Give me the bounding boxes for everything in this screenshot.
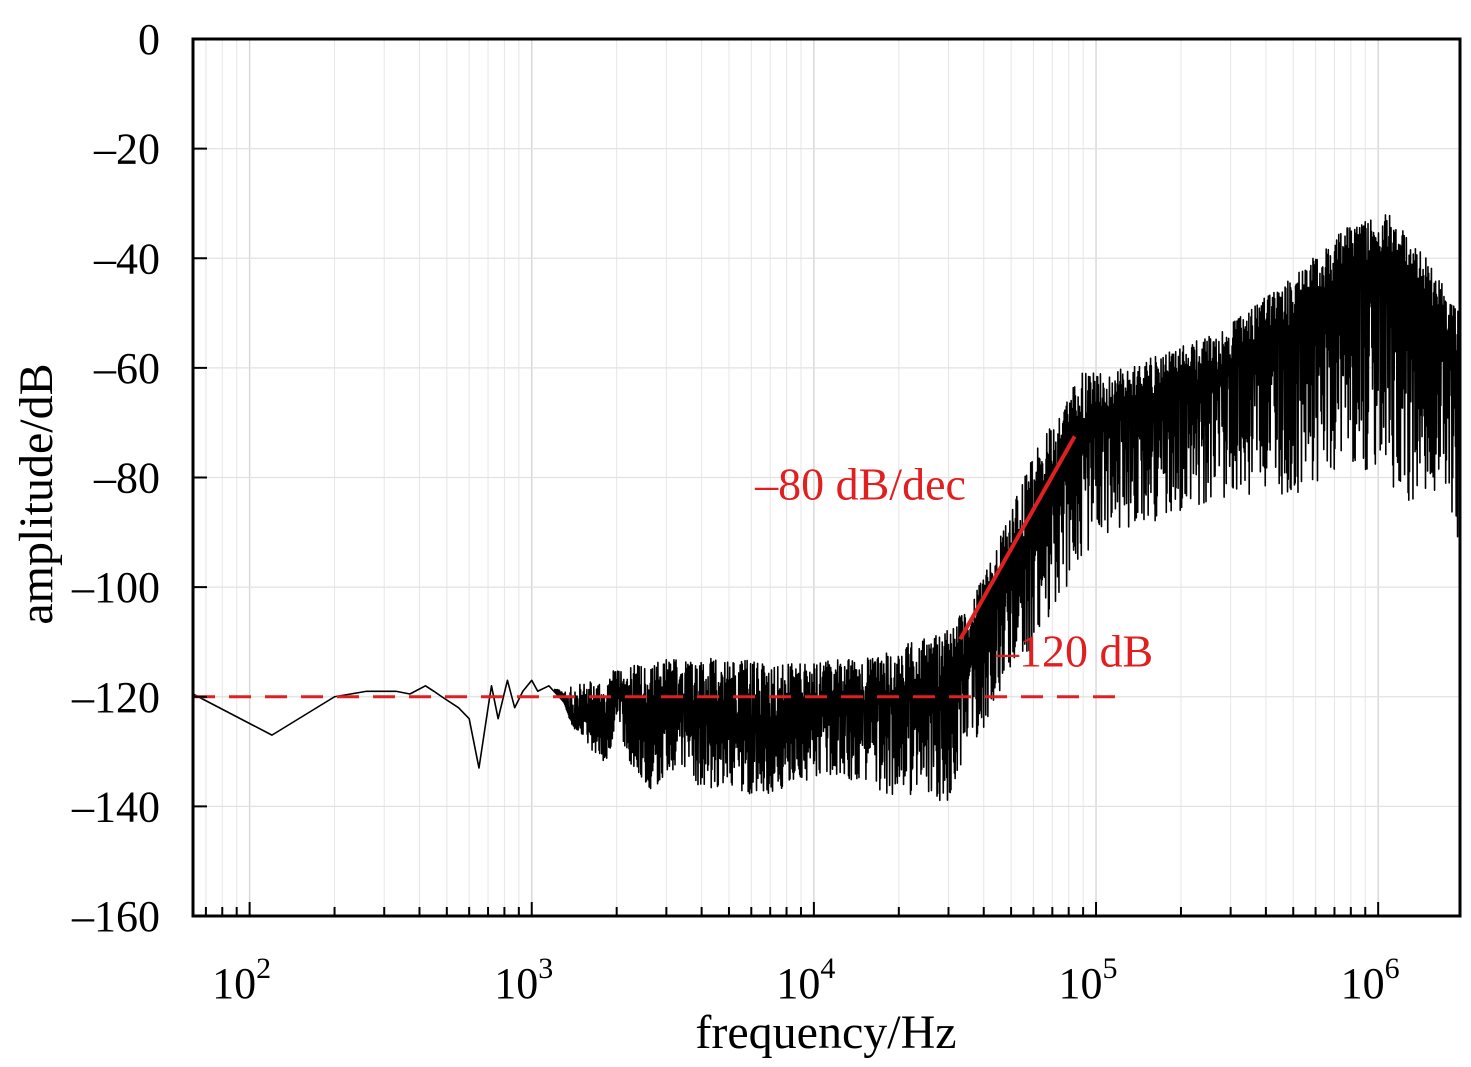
plot-area <box>192 214 1461 802</box>
y-tick-label: –140 <box>71 782 160 831</box>
spectrum-series-line <box>192 214 1461 802</box>
y-tick-label: –80 <box>93 454 160 503</box>
x-tick-label: 103 <box>494 952 553 1008</box>
reference-layer: –80 dB/dec –120 dB <box>193 435 1153 699</box>
x-axis-title: frequency/Hz <box>695 1006 956 1059</box>
y-tick-label: –40 <box>93 234 160 283</box>
axes-frame <box>191 37 1462 918</box>
slope-line <box>958 435 1077 641</box>
x-tick-label: 106 <box>1341 952 1400 1008</box>
y-tick-label: –20 <box>93 125 160 174</box>
y-tick-label: –100 <box>71 563 160 612</box>
y-tick-label: 0 <box>138 15 160 64</box>
y-axis-title: amplitude/dB <box>10 363 63 624</box>
y-tick-label: –60 <box>93 344 160 393</box>
x-tick-label: 105 <box>1059 952 1118 1008</box>
level-annotation: –120 dB <box>995 626 1153 677</box>
y-tick-label: –160 <box>71 892 160 941</box>
x-tick-label: 104 <box>776 952 835 1008</box>
plot-frame <box>191 37 1462 918</box>
slope-annotation: –80 dB/dec <box>754 458 966 509</box>
tick-labels: 0 –20 –40 –60 –80 –100 –120 –140 –160 102 103 104 10… <box>71 15 1400 1008</box>
x-tick-label: 102 <box>212 952 271 1008</box>
y-tick-label: –120 <box>71 673 160 722</box>
